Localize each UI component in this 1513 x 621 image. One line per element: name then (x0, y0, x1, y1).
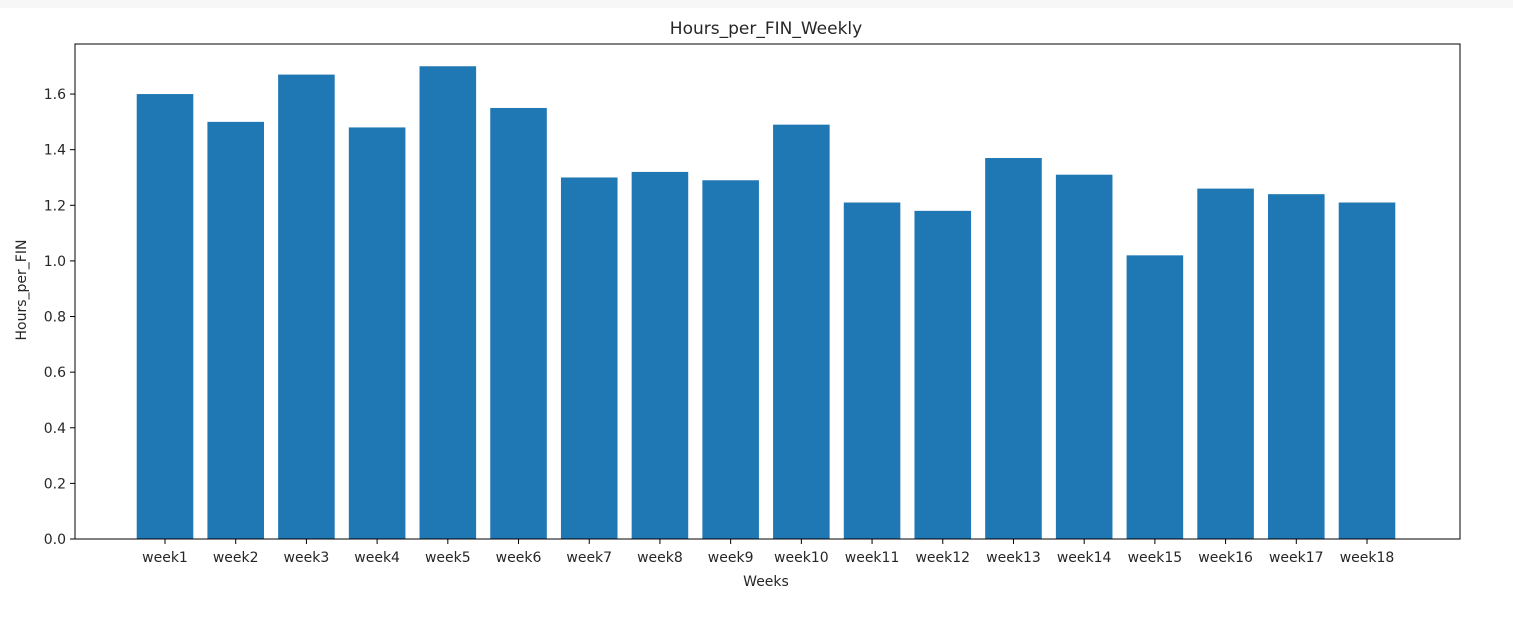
bar-week13 (985, 158, 1042, 540)
x-tick-label: week8 (637, 550, 683, 566)
x-tick-label: week17 (1269, 550, 1324, 566)
y-tick-label: 0.4 (44, 421, 66, 437)
y-tick-label: 1.4 (44, 143, 66, 159)
bar-week12 (914, 210, 972, 539)
x-tick-label: week15 (1128, 550, 1183, 566)
bar-week10 (773, 124, 830, 540)
y-tick-label: 1.0 (44, 254, 66, 270)
x-tick-label: week16 (1198, 550, 1253, 566)
y-tick-label: 1.6 (44, 87, 66, 103)
y-tick-label: 0.2 (44, 476, 66, 492)
x-axis-title: Weeks (743, 574, 789, 590)
x-tick-label: week1 (142, 550, 188, 566)
y-tick-label: 0.8 (44, 310, 66, 326)
bars-group (136, 66, 1396, 540)
y-tick-label: 0.6 (44, 365, 66, 381)
x-tick-label: week13 (986, 550, 1041, 566)
x-tick-label: week18 (1340, 550, 1395, 566)
x-tick-label: week5 (425, 550, 471, 566)
bar-week5 (419, 66, 477, 539)
x-tick-label: week11 (845, 550, 900, 566)
bar-week17 (1268, 194, 1325, 540)
bar-week16 (1197, 188, 1254, 539)
bar-week14 (1055, 174, 1113, 539)
y-tick-label: 1.2 (44, 198, 66, 214)
bar-week1 (136, 94, 194, 539)
x-tick-label: week4 (354, 550, 400, 566)
y-ticks-group: 0.0 0.2 0.4 0.6 0.8 1.0 1.2 1.4 1.6 (44, 87, 75, 548)
bar-week2 (207, 121, 264, 539)
top-bar (0, 0, 1513, 8)
x-tick-label: week2 (213, 550, 259, 566)
bar-week9 (702, 180, 759, 539)
x-tick-label: week14 (1057, 550, 1112, 566)
x-tick-label: week7 (566, 550, 612, 566)
bar-week7 (560, 177, 618, 539)
x-tick-label: week9 (708, 550, 754, 566)
x-tick-label: week6 (496, 550, 542, 566)
plot-frame (74, 43, 1461, 540)
bar-week18 (1338, 202, 1396, 539)
x-ticks-group: week1 week2 week3 week4 week5 week6 week7 week8… (142, 539, 1394, 566)
x-tick-label: week3 (284, 550, 330, 566)
x-tick-label: week10 (774, 550, 829, 566)
y-axis-title: Hours_per_FIN (14, 240, 30, 341)
bar-week4 (348, 127, 406, 539)
bar-week11 (843, 202, 901, 539)
bar-week15 (1126, 255, 1184, 539)
chart-title: Hours_per_FIN_Weekly (670, 19, 862, 39)
bar-week6 (490, 107, 547, 540)
x-tick-label: week12 (915, 550, 970, 566)
y-tick-label: 0.0 (44, 532, 66, 548)
bar-week8 (631, 171, 689, 540)
bar-week3 (278, 74, 335, 539)
